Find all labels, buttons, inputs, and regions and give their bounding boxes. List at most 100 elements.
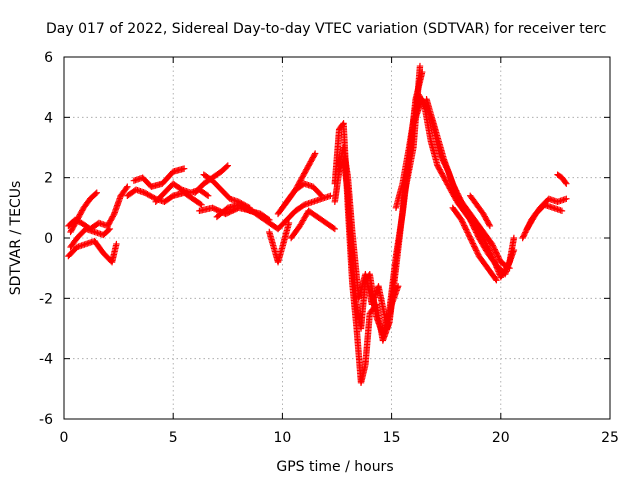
data-point: [467, 218, 475, 225]
x-tick-label: 10: [273, 430, 291, 446]
y-axis-label: SDTVAR / TECUs: [8, 181, 24, 296]
series-s12: [266, 219, 293, 266]
data-point: [464, 211, 471, 218]
data-point: [459, 219, 467, 226]
data-point: [466, 233, 473, 240]
data-point: [558, 207, 566, 215]
data-point: [492, 249, 500, 256]
data-point: [467, 216, 474, 224]
data-point: [465, 230, 472, 238]
data-point: [465, 212, 472, 219]
y-tick-label: 2: [44, 171, 53, 187]
y-tick-label: -4: [39, 352, 53, 368]
data-point: [458, 199, 466, 207]
x-tick-label: 5: [169, 430, 178, 446]
data-point: [489, 242, 496, 249]
data-point: [124, 183, 131, 190]
data-point: [462, 226, 470, 233]
data-point: [458, 218, 466, 225]
data-point: [461, 223, 469, 231]
data-point: [457, 197, 465, 204]
data-point: [452, 186, 459, 193]
data-point: [197, 200, 204, 208]
data-point: [466, 215, 473, 222]
data-point: [562, 179, 569, 186]
data-point: [204, 192, 212, 199]
chart-title: Day 017 of 2022, Sidereal Day-to-day VTE…: [46, 21, 606, 37]
series-s7: [152, 180, 212, 205]
data-point: [491, 246, 498, 253]
series-s16: [287, 207, 339, 242]
data-point: [460, 204, 468, 211]
data-point: [311, 150, 319, 157]
data-point: [473, 247, 480, 254]
data-point: [510, 234, 518, 242]
data-point: [418, 68, 426, 76]
y-tick-label: 0: [44, 231, 53, 247]
series-s23: [449, 204, 500, 284]
series-s1: [65, 237, 120, 266]
data-point: [563, 180, 570, 187]
data-point: [456, 195, 464, 203]
data-point: [465, 232, 473, 239]
series-s15: [274, 192, 334, 233]
data-point: [471, 225, 478, 232]
y-tick-label: -6: [39, 412, 53, 428]
data-point: [463, 227, 471, 235]
data-point: [123, 184, 130, 192]
data-point: [311, 151, 318, 159]
x-tick-label: 20: [492, 430, 510, 446]
data-point: [462, 225, 469, 232]
series-s27: [554, 171, 570, 187]
data-point: [416, 62, 424, 70]
series-s4: [67, 225, 114, 251]
data-point: [490, 245, 498, 252]
data-point: [494, 253, 502, 260]
data-point: [495, 254, 502, 262]
data-point: [471, 226, 479, 233]
data-point: [467, 234, 474, 242]
data-point: [223, 163, 230, 170]
data-point: [460, 202, 467, 210]
data-point: [180, 165, 188, 172]
data-point: [510, 246, 518, 254]
data-point: [394, 283, 402, 290]
data-point: [470, 223, 477, 231]
series-s14: [279, 150, 319, 212]
x-tick-label: 15: [383, 430, 401, 446]
data-point: [113, 240, 120, 248]
series-s24: [467, 192, 494, 230]
data-point: [449, 180, 456, 187]
data-point: [469, 238, 476, 246]
data-point: [450, 181, 457, 189]
data-point: [520, 232, 528, 239]
grid-lines: [64, 57, 610, 419]
data-point: [468, 219, 475, 226]
data-point: [93, 189, 100, 196]
data-point: [455, 193, 462, 200]
data-point: [471, 243, 478, 250]
data-point: [492, 247, 499, 255]
data-point: [465, 213, 473, 221]
data-point: [454, 190, 461, 197]
data-point: [456, 194, 463, 201]
y-tick-label: 6: [44, 50, 53, 66]
series-s26: [523, 201, 566, 233]
data-point: [462, 208, 470, 215]
data-point: [92, 190, 99, 197]
series-s5: [124, 186, 205, 209]
data-point: [472, 227, 479, 235]
data-point: [459, 201, 467, 208]
data-point: [461, 205, 469, 212]
data-point: [475, 233, 482, 240]
axis-ticks: [63, 56, 611, 420]
y-tick-label: 4: [44, 110, 53, 126]
series-s6: [130, 165, 188, 190]
data-point: [460, 220, 467, 228]
data-point: [464, 229, 471, 236]
data-point: [264, 215, 272, 223]
data-point: [458, 216, 465, 224]
data-point: [486, 222, 494, 230]
series-s22: [423, 96, 518, 278]
data-point: [519, 234, 526, 242]
